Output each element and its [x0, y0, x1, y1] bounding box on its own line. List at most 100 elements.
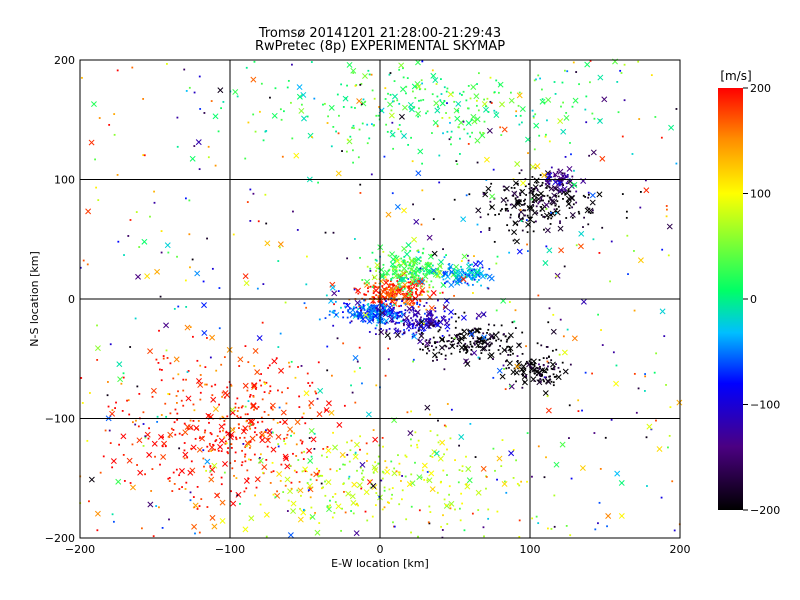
- data-point-x: [438, 259, 445, 265]
- data-point-x: [461, 253, 468, 260]
- data-point: [211, 267, 214, 270]
- data-point: [488, 267, 491, 270]
- data-point: [453, 337, 456, 340]
- data-point: [476, 274, 479, 277]
- data-point-x: [590, 149, 597, 156]
- data-point: [425, 280, 428, 283]
- data-point: [400, 304, 402, 307]
- data-point: [352, 306, 355, 309]
- data-point: [407, 264, 410, 267]
- data-point: [329, 504, 331, 507]
- data-point: [364, 510, 367, 513]
- data-point: [393, 284, 396, 287]
- data-point: [398, 287, 401, 290]
- data-point: [509, 354, 512, 356]
- data-point-x: [282, 453, 289, 460]
- data-point: [470, 277, 472, 280]
- x-tick-label: −200: [65, 543, 95, 556]
- data-point: [279, 108, 282, 111]
- data-point: [516, 482, 519, 485]
- data-point-x: [676, 399, 683, 406]
- data-point: [156, 415, 159, 418]
- data-point-x: [387, 101, 393, 108]
- data-point: [165, 415, 168, 418]
- data-point: [226, 451, 229, 453]
- data-point: [402, 285, 405, 288]
- data-point: [505, 187, 508, 190]
- data-point: [406, 293, 409, 295]
- data-point: [178, 474, 181, 477]
- data-point: [443, 86, 446, 89]
- data-point: [390, 497, 393, 500]
- data-point: [383, 486, 386, 489]
- data-point-x: [350, 499, 357, 506]
- data-point-x: [197, 381, 204, 388]
- data-point-x: [501, 481, 508, 487]
- data-point: [358, 305, 361, 308]
- data-point: [410, 473, 413, 476]
- data-point: [271, 461, 274, 464]
- data-point: [380, 301, 383, 303]
- data-point: [477, 340, 480, 343]
- data-point-x: [511, 190, 518, 197]
- data-point: [490, 182, 493, 185]
- data-point: [446, 523, 449, 525]
- data-point: [581, 409, 583, 412]
- data-point: [535, 374, 538, 377]
- data-point: [401, 333, 404, 336]
- data-point: [389, 72, 392, 74]
- data-point: [355, 306, 358, 309]
- data-point: [176, 418, 179, 421]
- data-point: [233, 474, 235, 477]
- data-point-x: [362, 312, 369, 318]
- data-point: [424, 312, 426, 315]
- data-point: [403, 287, 406, 290]
- data-point: [673, 529, 676, 532]
- data-point: [562, 101, 565, 104]
- data-point: [483, 192, 486, 194]
- data-point: [455, 320, 457, 323]
- data-point: [238, 427, 240, 429]
- data-point-x: [605, 513, 612, 519]
- data-point: [390, 460, 393, 463]
- data-point-x: [432, 77, 439, 84]
- data-point: [378, 495, 381, 498]
- data-point: [107, 405, 110, 408]
- data-point: [300, 103, 303, 106]
- data-point-x: [464, 483, 471, 490]
- data-point: [377, 114, 380, 117]
- plot-frame: [79, 59, 681, 539]
- data-point-x: [374, 262, 381, 269]
- data-point: [560, 105, 562, 108]
- data-point-x: [364, 278, 371, 285]
- data-point: [351, 391, 354, 394]
- data-point: [383, 303, 386, 306]
- data-point: [364, 312, 367, 315]
- data-point: [388, 502, 390, 504]
- data-point: [560, 179, 563, 182]
- data-point: [348, 311, 351, 314]
- data-point-x: [400, 86, 406, 93]
- data-point-x: [332, 444, 339, 451]
- data-point: [149, 215, 151, 218]
- data-point: [553, 173, 556, 176]
- data-point-x: [208, 476, 215, 483]
- data-point: [458, 126, 460, 129]
- data-point: [432, 218, 435, 220]
- data-point: [518, 484, 521, 487]
- data-point: [407, 320, 410, 323]
- data-point: [547, 321, 550, 324]
- data-point: [141, 527, 143, 530]
- data-point: [216, 435, 219, 437]
- data-point: [86, 439, 89, 442]
- data-point: [417, 439, 420, 442]
- data-point: [185, 481, 188, 484]
- data-point: [118, 443, 121, 446]
- data-point: [285, 402, 288, 405]
- data-point: [374, 258, 377, 261]
- data-point-x: [454, 277, 461, 284]
- data-point: [352, 307, 355, 310]
- data-point: [208, 421, 210, 424]
- data-point-x: [283, 455, 290, 462]
- data-point: [274, 87, 277, 90]
